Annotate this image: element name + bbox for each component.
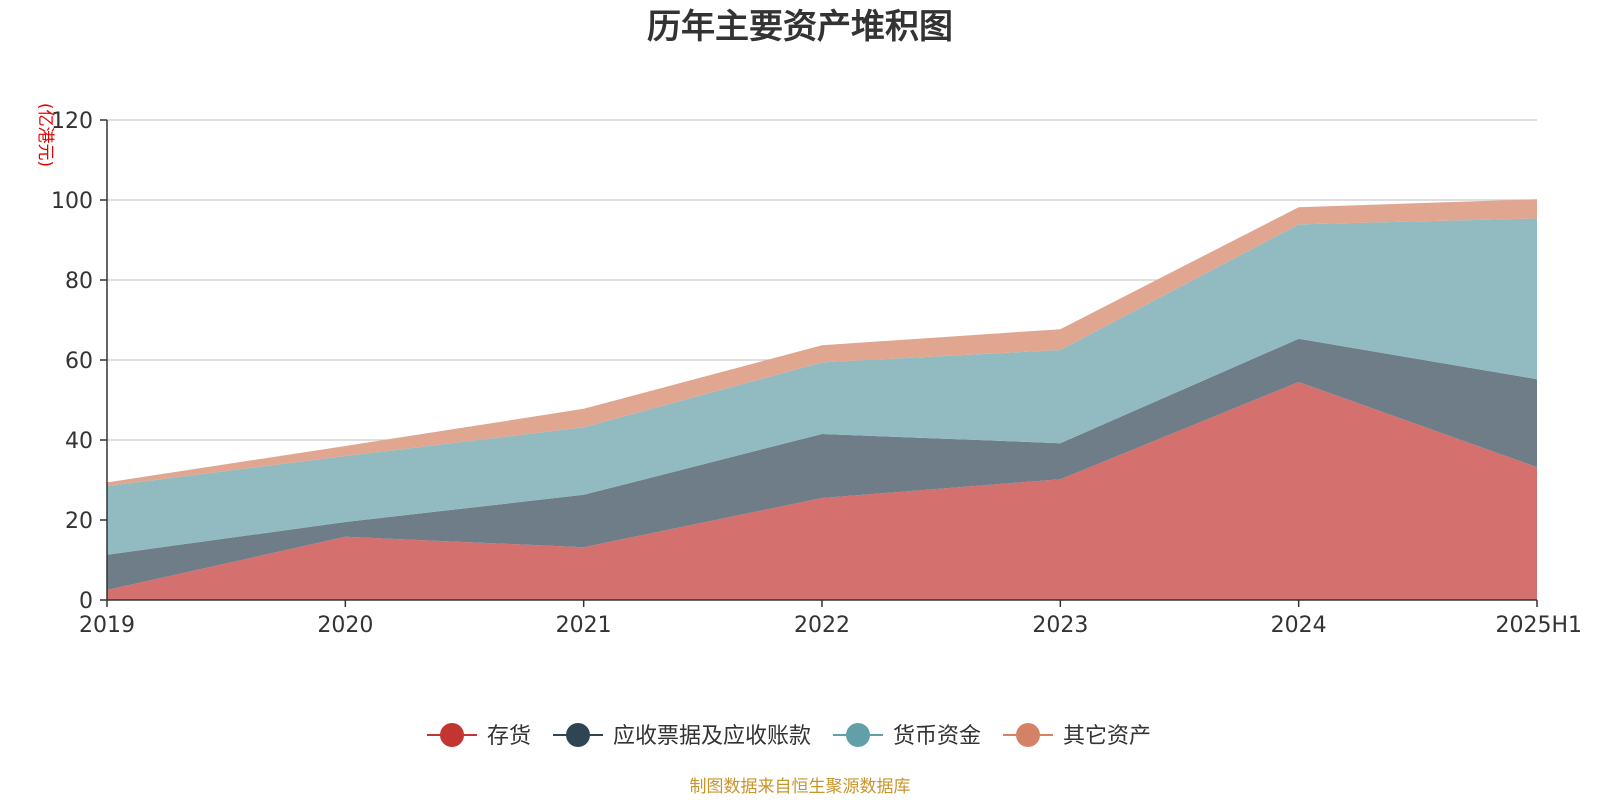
area-series-group bbox=[107, 199, 1537, 600]
legend-item-4[interactable]: 其它资产 bbox=[1003, 723, 1151, 749]
y-tick-label: 120 bbox=[51, 109, 93, 134]
x-tick-label: 2019 bbox=[79, 613, 135, 638]
x-tick-label: 2022 bbox=[794, 613, 850, 638]
y-tick-label: 60 bbox=[65, 349, 93, 374]
y-tick-label: 80 bbox=[65, 269, 93, 294]
area-series-1[interactable] bbox=[107, 382, 1537, 600]
x-tick-label: 2023 bbox=[1032, 613, 1088, 638]
legend-label: 货币资金 bbox=[893, 724, 981, 749]
legend-marker-icon bbox=[1016, 723, 1040, 747]
y-tick-label: 20 bbox=[65, 509, 93, 534]
legend-marker-icon bbox=[566, 723, 590, 747]
y-axis-unit-label: (亿港元) bbox=[35, 103, 55, 167]
legend-item-2[interactable]: 应收票据及应收账款 bbox=[553, 723, 811, 749]
legend-label: 其它资产 bbox=[1063, 724, 1151, 749]
legend-label: 应收票据及应收账款 bbox=[613, 724, 811, 749]
x-tick-label: 2021 bbox=[556, 613, 612, 638]
x-tick-label: 2025H1 bbox=[1495, 613, 1582, 638]
legend-item-3[interactable]: 货币资金 bbox=[833, 723, 981, 749]
y-tick-label: 0 bbox=[79, 589, 93, 614]
axes: 0 20 40 60 80 100 120 2019 2020 2021 2022 2023 2024 2… bbox=[51, 109, 1582, 638]
area-series-3[interactable] bbox=[107, 218, 1537, 555]
legend-item-1[interactable]: 存货 bbox=[427, 723, 531, 749]
area-series-2[interactable] bbox=[107, 338, 1537, 590]
legend-label: 存货 bbox=[487, 724, 531, 749]
data-source-note: 制图数据来自恒生聚源数据库 bbox=[690, 777, 911, 797]
legend[interactable]: 存货 应收票据及应收账款 货币资金 其它资产 bbox=[427, 723, 1151, 749]
y-tick-label: 100 bbox=[51, 189, 93, 214]
legend-marker-icon bbox=[440, 723, 464, 747]
y-tick-label: 40 bbox=[65, 429, 93, 454]
area-series-4[interactable] bbox=[107, 199, 1537, 486]
x-tick-label: 2020 bbox=[317, 613, 373, 638]
chart-title: 历年主要资产堆积图 bbox=[647, 7, 953, 47]
legend-marker-icon bbox=[846, 723, 870, 747]
x-tick-label: 2024 bbox=[1271, 613, 1327, 638]
